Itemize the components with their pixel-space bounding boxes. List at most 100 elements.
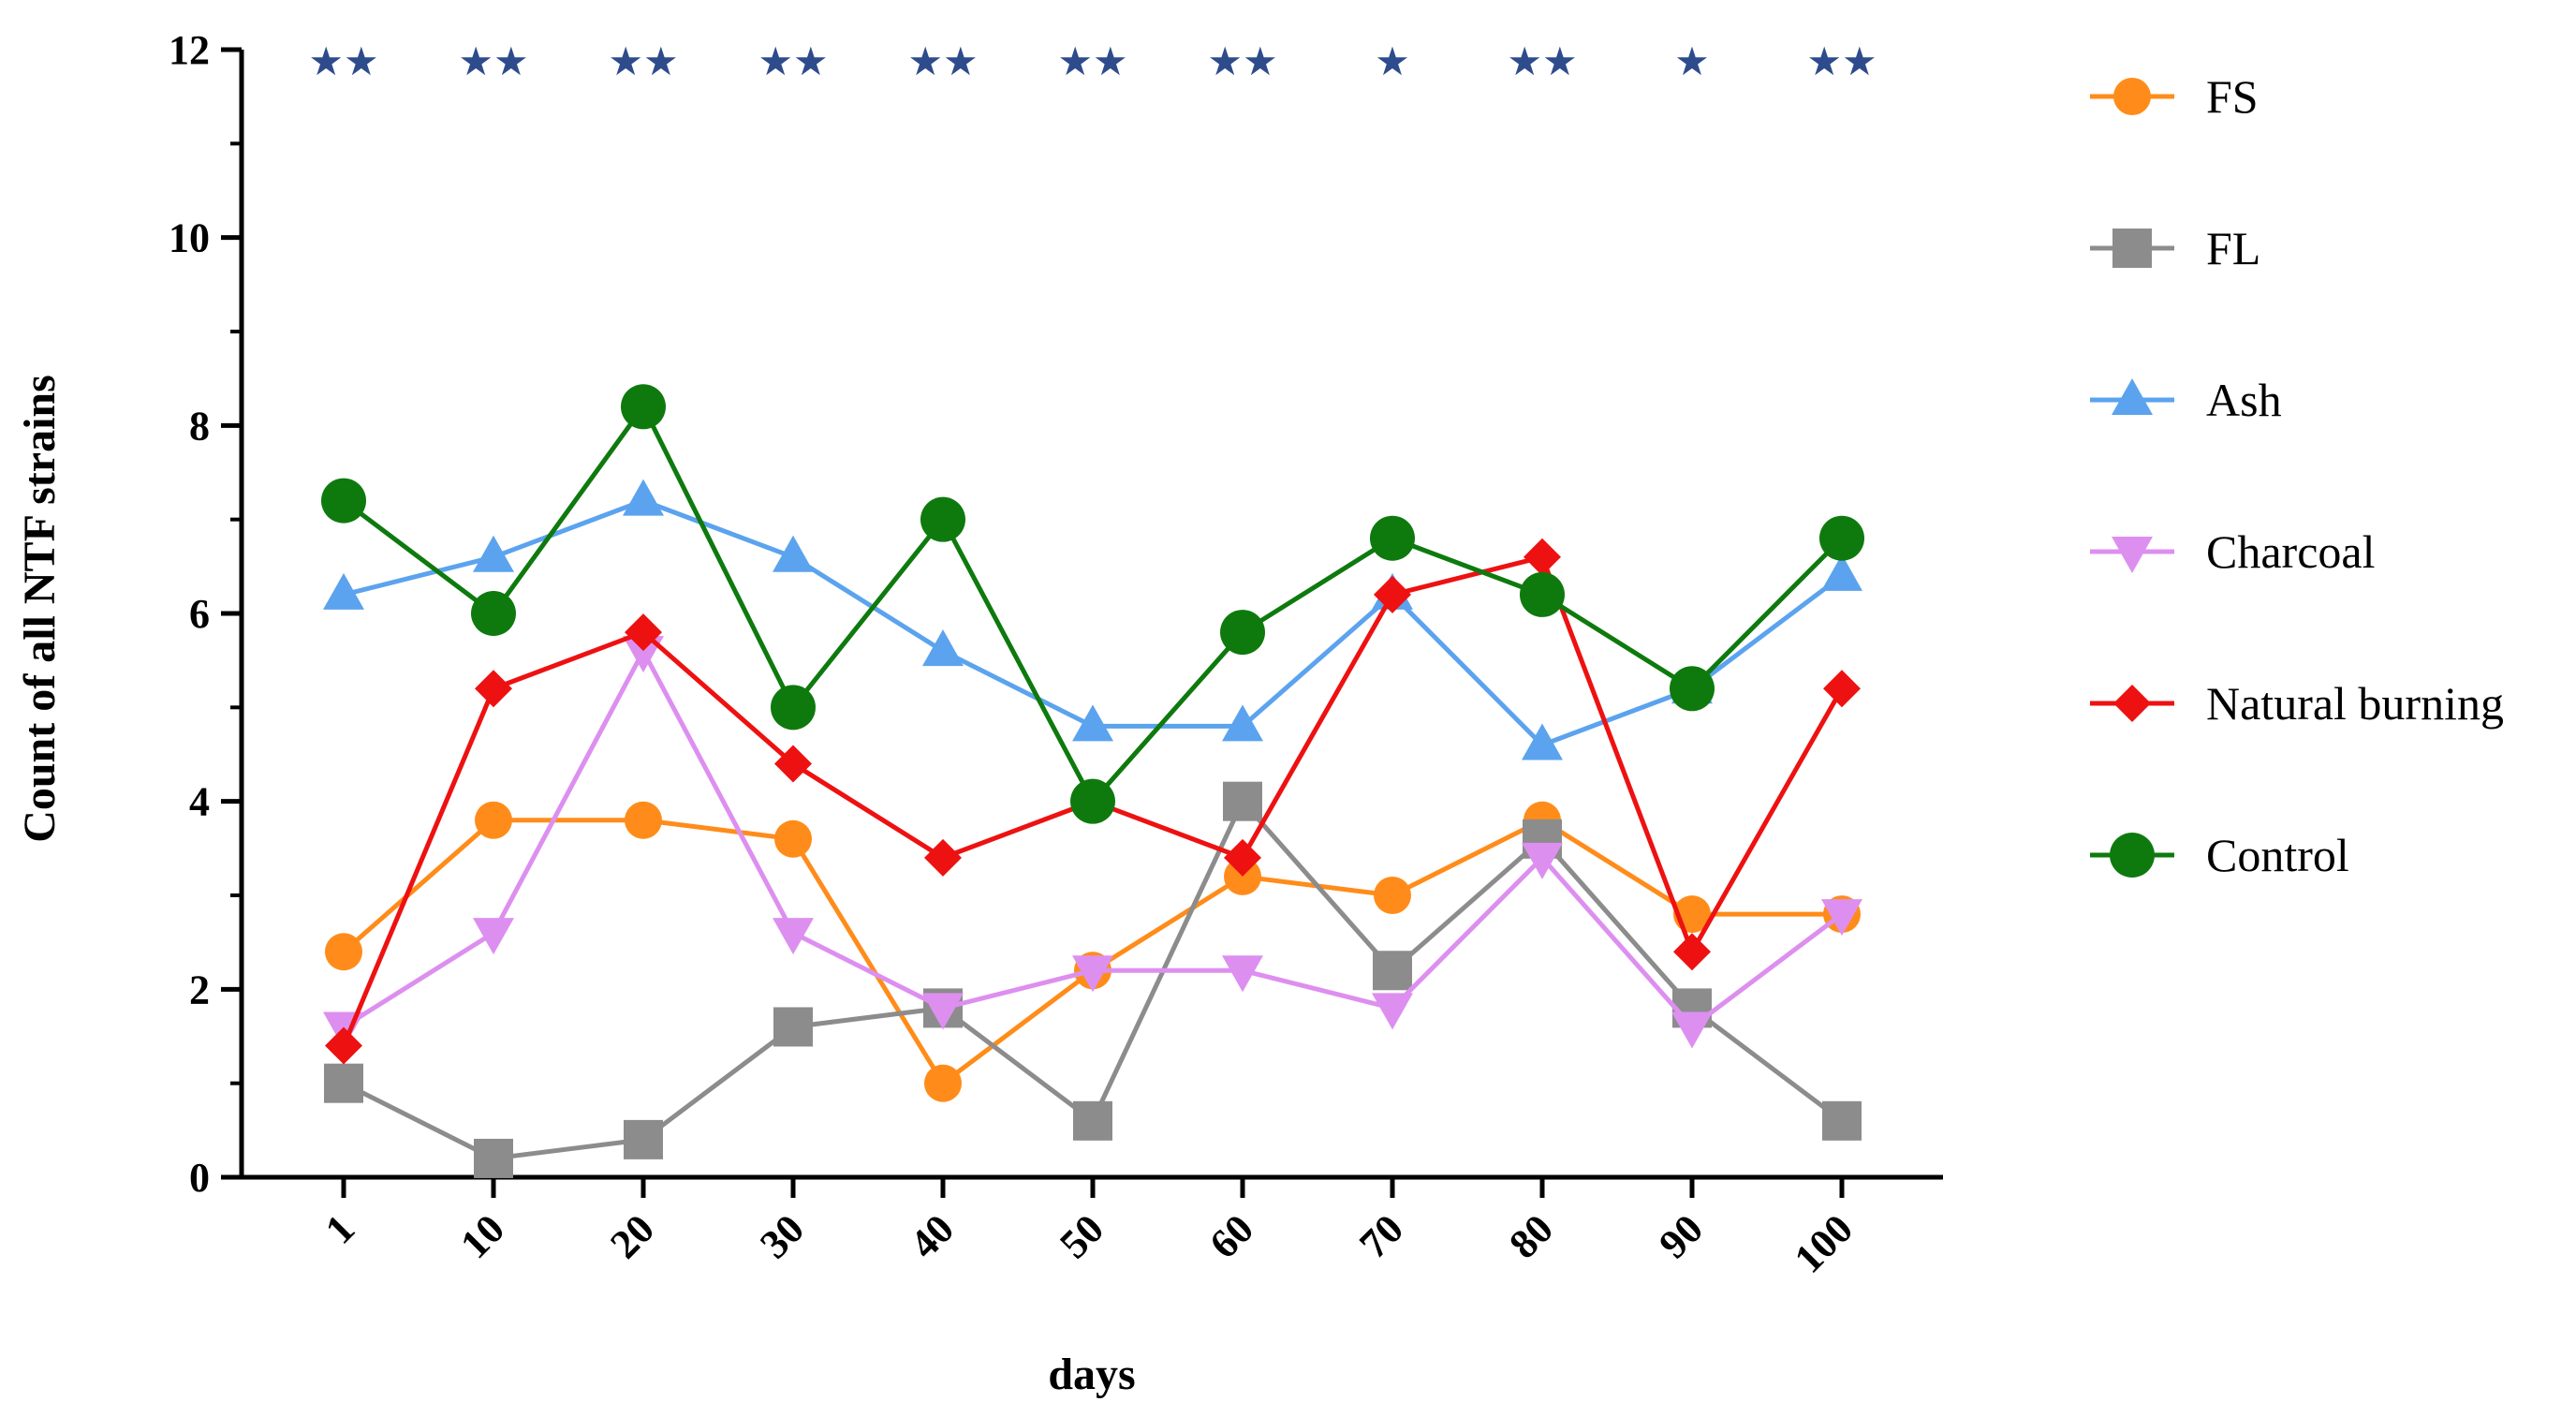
data-point-charcoal (1671, 1011, 1713, 1049)
x-tick-label: 70 (1350, 1205, 1412, 1267)
legend-item-natural-burning: Natural burning (2090, 677, 2504, 730)
series-fs (325, 801, 1861, 1102)
data-point-ash (1821, 554, 1862, 591)
legend-item-fl: FL (2090, 222, 2260, 274)
data-point-natural-burning (1224, 838, 1261, 877)
x-tick-label: 50 (1051, 1205, 1112, 1267)
legend-label: FL (2206, 222, 2260, 274)
x-tick-label: 10 (451, 1205, 513, 1267)
data-point-control (321, 478, 366, 524)
data-point-fl (1073, 1100, 1112, 1141)
data-point-control (1370, 515, 1415, 561)
data-point-charcoal (1372, 993, 1413, 1030)
y-tick-label: 8 (189, 403, 210, 449)
legend-label: Ash (2206, 374, 2282, 426)
data-point-control (1070, 778, 1115, 824)
legend: FS FL Ash Charcoal Natural burning Control (2090, 70, 2504, 881)
y-tick-label: 4 (189, 779, 210, 825)
legend-label: Control (2206, 829, 2349, 881)
data-point-fl (1373, 951, 1412, 991)
legend-marker (2110, 833, 2155, 878)
significance-marker: ★★ (1207, 38, 1277, 84)
y-tick-label: 0 (189, 1155, 210, 1201)
significance-layer: ★★ ★★ ★★ ★★ ★★ ★★ ★★ ★ ★★ ★ ★★ (308, 38, 1877, 84)
x-tick-label: 100 (1786, 1205, 1862, 1281)
data-point-fs (325, 933, 362, 971)
data-point-charcoal (773, 918, 814, 955)
data-point-charcoal (1222, 955, 1263, 993)
significance-marker: ★ (1375, 38, 1410, 84)
series-control (321, 384, 1864, 824)
x-tick-label: 40 (901, 1205, 963, 1267)
data-point-control (621, 384, 666, 430)
legend-label: Charcoal (2206, 525, 2375, 578)
legend-marker (2113, 685, 2151, 722)
x-axis-title: days (1048, 1350, 1135, 1399)
legend-item-fs: FS (2090, 70, 2259, 123)
significance-marker: ★ (1674, 38, 1710, 84)
data-point-natural-burning (1524, 538, 1561, 576)
series-charcoal (323, 636, 1862, 1049)
data-point-natural-burning (625, 613, 662, 652)
data-point-natural-burning (325, 1026, 362, 1065)
legend-marker (2112, 537, 2153, 573)
significance-marker: ★★ (608, 38, 678, 84)
significance-marker: ★★ (907, 38, 978, 84)
data-point-fs (1374, 877, 1411, 914)
legend-item-ash: Ash (2090, 374, 2282, 426)
data-point-fl (773, 1007, 813, 1047)
data-point-fs (924, 1064, 962, 1102)
y-tick-label: 10 (169, 215, 210, 261)
data-point-fl (624, 1119, 663, 1159)
series-line-control (342, 404, 1844, 804)
data-point-control (771, 685, 816, 731)
data-point-ash (1222, 704, 1263, 742)
data-point-natural-burning (774, 745, 812, 783)
y-tick-label: 12 (169, 27, 210, 73)
data-point-control (1819, 515, 1864, 561)
series-ash (323, 479, 1862, 760)
y-axis-title: Count of all NTF strains (15, 375, 65, 843)
data-point-charcoal (922, 993, 964, 1030)
y-tick-label: 6 (189, 591, 210, 637)
data-point-charcoal (1821, 899, 1862, 937)
data-point-charcoal (473, 918, 514, 955)
data-point-charcoal (1522, 842, 1563, 879)
significance-marker: ★★ (308, 38, 378, 84)
legend-marker (2112, 378, 2153, 415)
x-tick-label: 20 (601, 1205, 663, 1267)
data-point-ash (922, 629, 964, 667)
series-layer (321, 384, 1864, 1178)
significance-marker: ★★ (1507, 38, 1577, 84)
significance-marker: ★★ (1057, 38, 1127, 84)
legend-label: Natural burning (2206, 677, 2504, 730)
series-line-fs (342, 818, 1842, 1086)
significance-marker: ★★ (758, 38, 828, 84)
data-point-control (1220, 610, 1265, 656)
data-point-fs (475, 801, 512, 839)
data-point-control (1670, 666, 1715, 712)
legend-marker (2112, 229, 2152, 268)
legend-marker (2113, 78, 2151, 115)
significance-marker: ★★ (458, 38, 528, 84)
data-point-fl (1822, 1100, 1862, 1141)
x-tick-label: 60 (1200, 1205, 1262, 1267)
data-point-ash (623, 479, 664, 516)
data-point-charcoal (623, 636, 664, 673)
data-point-ash (1522, 723, 1563, 760)
data-point-ash (323, 572, 364, 610)
legend-item-charcoal: Charcoal (2090, 525, 2375, 578)
x-tick-label: 80 (1500, 1205, 1562, 1267)
y-tick-label: 2 (189, 967, 210, 1012)
data-point-natural-burning (475, 670, 512, 708)
data-point-fl (324, 1063, 363, 1103)
data-point-natural-burning (924, 838, 962, 877)
significance-marker: ★★ (1806, 38, 1877, 84)
data-point-fs (774, 819, 812, 858)
data-point-fl (1223, 781, 1262, 821)
data-point-fs (1224, 857, 1261, 895)
data-point-ash (473, 535, 514, 572)
legend-item-control: Control (2090, 829, 2349, 881)
